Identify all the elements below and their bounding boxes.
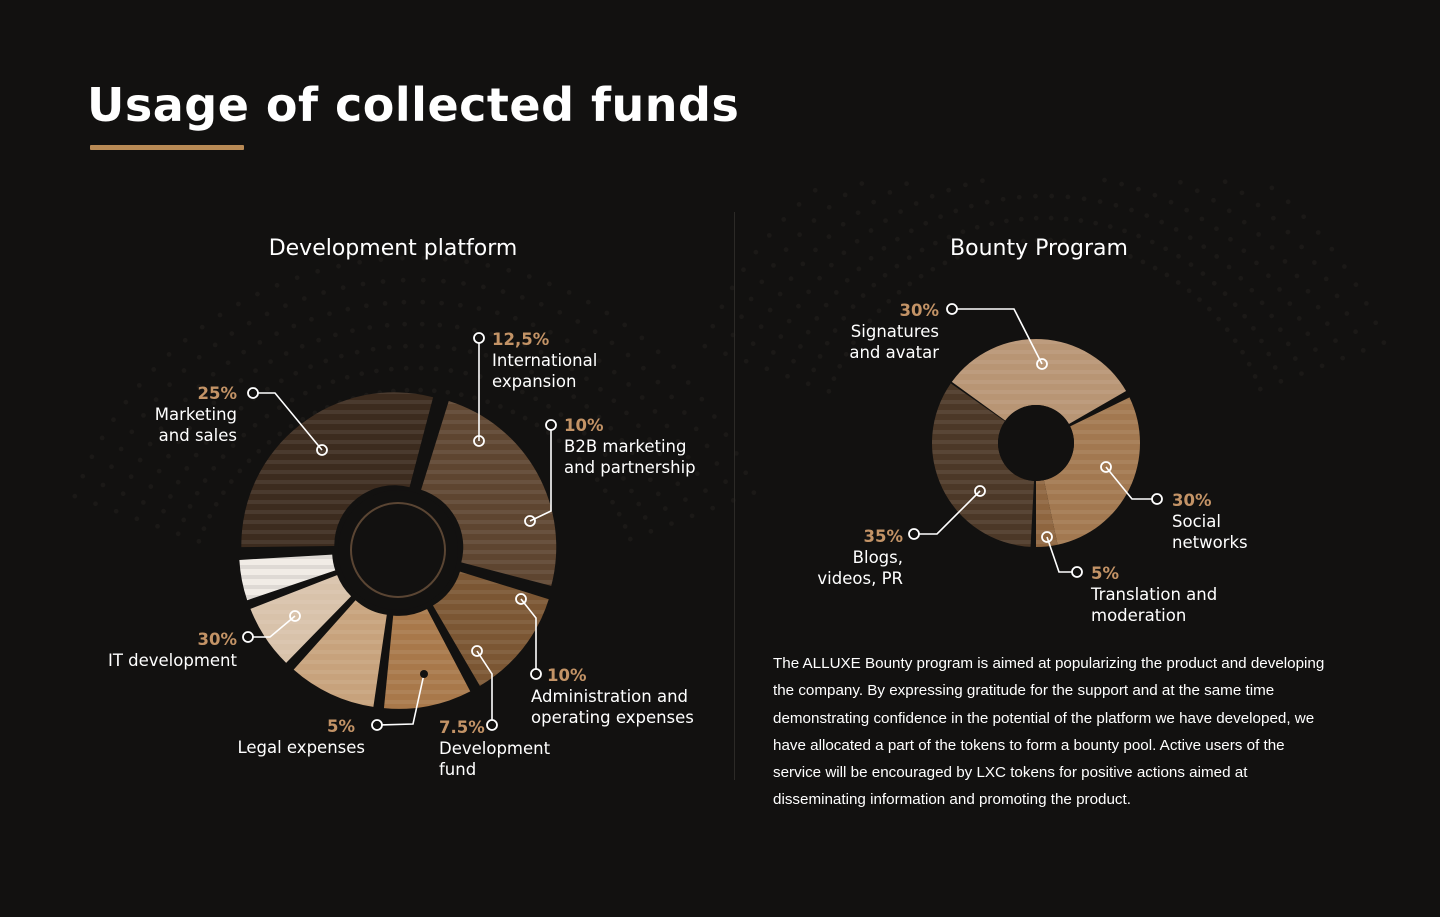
pct-international-expansion: 12,5%: [492, 330, 550, 349]
slice-blogs-videos-pr: [932, 383, 1035, 547]
slice-signatures-and-avatar: [951, 339, 1127, 424]
name-signatures-and-avatar: Signatures and avatar: [849, 322, 939, 362]
name-legal-expenses: Legal expenses: [237, 738, 365, 757]
label-development-fund: 7.5% Development fund: [439, 717, 550, 780]
leader-international-expansion: [473, 332, 485, 447]
label-social-networks: 30% Social networks: [1172, 490, 1248, 553]
slice-it-development: [241, 392, 434, 548]
slice-development-fund: [250, 575, 352, 663]
name-blogs-videos-pr: Blogs, videos, PR: [817, 548, 903, 588]
donut-inner-ring-dev: [350, 502, 446, 598]
leader-translation: [1041, 531, 1083, 578]
label-b2b-marketing: 10% B2B marketing and partnership: [564, 415, 696, 478]
section-divider: [734, 212, 735, 780]
leader-social: [1100, 461, 1163, 505]
leader-marketing-and-sales: [247, 387, 328, 456]
pct-social-networks: 30%: [1172, 491, 1212, 510]
leader-b2b-marketing-and-partnership: [524, 419, 557, 527]
pct-blogs-videos-pr: 35%: [863, 527, 904, 546]
label-international-expansion: 12,5% International expansion: [492, 329, 597, 392]
label-signatures-and-avatar: 30% Signatures and avatar: [849, 300, 939, 363]
name-translation-and-moderation: Translation and moderation: [1091, 585, 1218, 625]
slice-legal-expenses: [239, 554, 336, 601]
label-translation-and-moderation: 5% Translation and moderation: [1091, 563, 1217, 626]
leader-administration-and-operating-expenses: [515, 593, 542, 680]
slice-translation-and-moderation: [1036, 480, 1058, 547]
slice-social-networks: [1043, 397, 1141, 545]
label-blogs-videos-pr: 35% Blogs, videos, PR: [817, 526, 903, 589]
name-it-development: IT development: [107, 651, 237, 670]
leader-development-fund: [471, 645, 498, 731]
pct-legal-expenses: 5%: [326, 717, 355, 736]
pct-b2b-marketing: 10%: [564, 416, 604, 435]
slice-international-expansion: [432, 571, 549, 686]
name-development-fund: Development fund: [439, 739, 551, 779]
chart-title-development-platform: Development platform: [268, 236, 518, 261]
bounty-description: The ALLUXE Bounty program is aimed at po…: [773, 655, 1325, 809]
name-administration: Administration and operating expenses: [531, 687, 694, 727]
pct-it-development: 30%: [197, 630, 238, 649]
name-b2b-marketing: B2B marketing and partnership: [564, 437, 696, 477]
pct-marketing-and-sales: 25%: [197, 384, 238, 403]
slice-b2b-marketing-and-partnership: [383, 609, 471, 709]
name-social-networks: Social networks: [1172, 512, 1248, 552]
slice-marketing-and-sales: [421, 401, 557, 586]
pct-development-fund: 7.5%: [439, 718, 485, 737]
donut-hole-dev: [338, 490, 458, 610]
leader-it-development: [242, 610, 301, 643]
pct-administration: 10%: [547, 666, 587, 685]
label-administration: 10% Administration and operating expense…: [531, 665, 694, 728]
pct-translation-and-moderation: 5%: [1091, 564, 1120, 583]
title-underline: [90, 145, 244, 150]
leader-signatures: [946, 303, 1048, 370]
page-title: Usage of collected funds: [87, 78, 740, 132]
leader-legal-expenses: [371, 670, 428, 731]
label-it-development: 30% IT development: [108, 629, 237, 671]
label-marketing-and-sales: 25% Marketing and sales: [155, 383, 237, 446]
name-marketing-and-sales: Marketing and sales: [154, 405, 237, 445]
chart-title-bounty-program: Bounty Program: [950, 236, 1128, 261]
pct-signatures-and-avatar: 30%: [899, 301, 940, 320]
leader-blogs: [908, 485, 986, 540]
slice-administration-and-operating-expenses: [293, 600, 387, 707]
name-international-expansion: International expansion: [492, 351, 598, 391]
donut-hole-bounty: [998, 405, 1074, 481]
label-legal-expenses: 5% Legal expenses: [237, 716, 365, 758]
